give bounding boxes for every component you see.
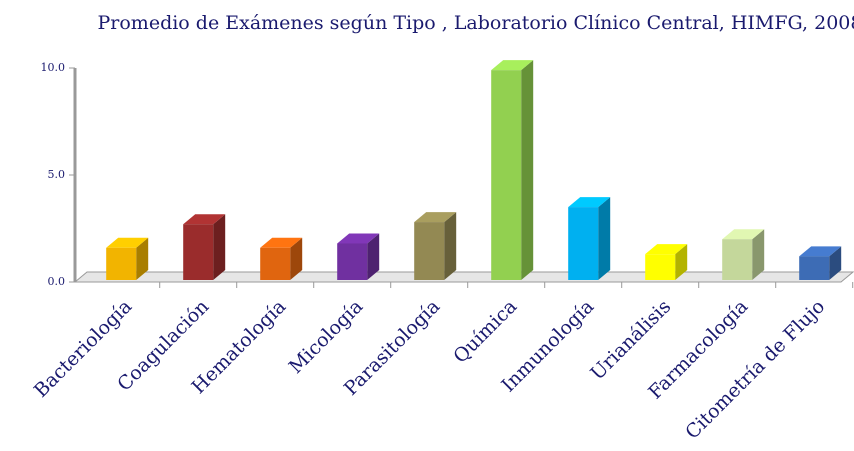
bar: [568, 207, 599, 280]
x-tick-label: Micología: [285, 296, 368, 379]
bar: [799, 256, 830, 280]
bar: [722, 239, 753, 280]
bar: [260, 247, 291, 280]
bar-side: [598, 197, 611, 280]
bar: [491, 70, 522, 280]
y-tick-label: 5.0: [48, 168, 66, 181]
chart-title: Promedio de Exámenes según Tipo , Labora…: [98, 12, 854, 34]
bar: [337, 243, 368, 280]
bar-top: [645, 244, 688, 255]
bar: [183, 224, 214, 280]
bar-top: [337, 233, 380, 244]
bar-side: [136, 237, 149, 280]
bar-top: [414, 212, 457, 223]
x-tick-label: Citometría de Flujo: [681, 296, 829, 444]
bar-top: [183, 214, 226, 225]
bar-top: [491, 60, 534, 71]
y-tick-label: 10.0: [41, 61, 66, 74]
bar: [106, 247, 137, 280]
bar-top: [260, 237, 303, 248]
bar-side: [752, 229, 765, 280]
bar: [414, 222, 445, 280]
bar-top: [568, 197, 611, 208]
bar-top: [799, 246, 842, 257]
bar-side: [675, 244, 688, 280]
y-tick-label: 0.0: [48, 275, 66, 288]
bar-top: [722, 229, 765, 240]
bar: [645, 254, 676, 280]
bar-top: [106, 237, 149, 248]
x-tick-label: Química: [449, 296, 521, 368]
bar-side: [213, 214, 226, 280]
bar-side: [444, 212, 457, 280]
bar-side: [290, 237, 303, 280]
bar-side: [829, 246, 842, 280]
bar-side: [367, 233, 380, 280]
bar-side: [521, 60, 534, 280]
